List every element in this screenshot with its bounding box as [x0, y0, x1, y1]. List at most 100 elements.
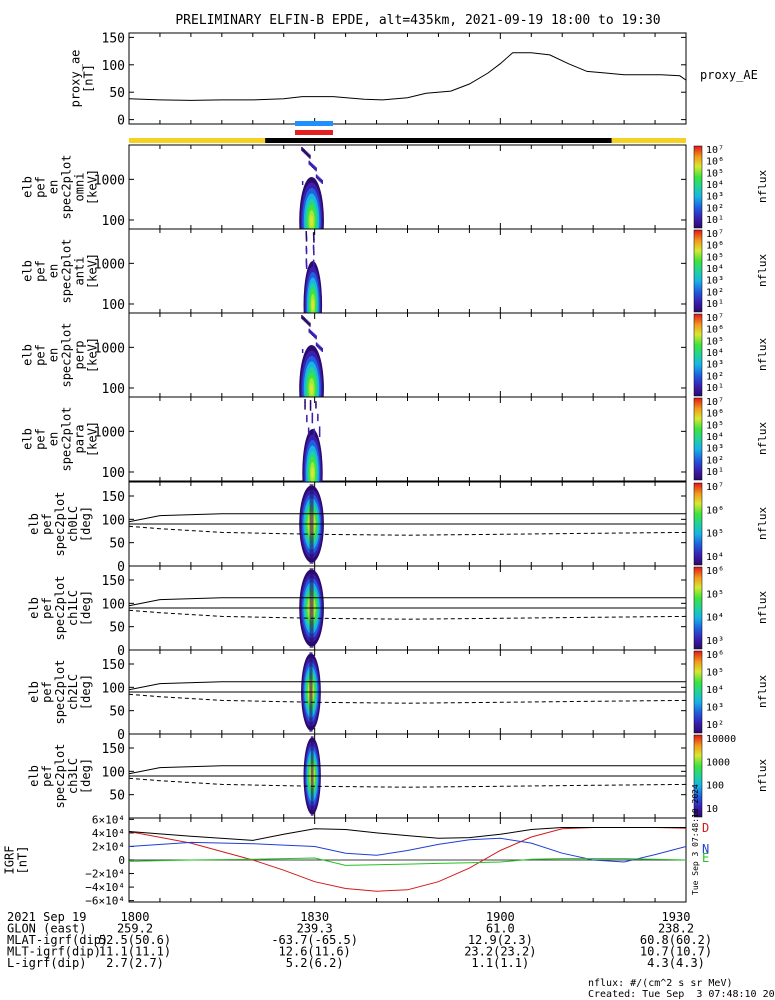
- flux-speckle: [312, 244, 315, 249]
- x-axis-value: 11.1(11.1): [99, 945, 171, 959]
- flux-speckle: [304, 150, 307, 155]
- flux-speckle: [313, 249, 315, 254]
- flux-speckle: [301, 181, 304, 185]
- colorbar-tick-label: 10⁶: [706, 157, 724, 168]
- colorbar: [693, 734, 703, 818]
- y-tick-label: 1000: [94, 257, 125, 272]
- creation-side-text: Tue Sep 3 07:48:10 2024: [691, 784, 700, 895]
- flux-speckle: [308, 321, 310, 326]
- flux-speckle: [318, 429, 321, 434]
- flux-speckle: [316, 343, 319, 348]
- flux-speckle: [309, 154, 311, 159]
- colorbar-tick-label: 1000: [706, 757, 730, 768]
- flux-speckle: [308, 153, 310, 158]
- y-axis-label-line: spec2plot: [53, 491, 67, 556]
- x-axis-value: 1800: [121, 910, 150, 924]
- y-axis-label-line: elb: [27, 681, 41, 703]
- x-axis-value: 1930: [662, 910, 691, 924]
- x-axis-value: 12.9(2.3): [468, 933, 533, 947]
- x-axis-value: -63.7(-65.5): [271, 933, 358, 947]
- flux-speckle: [313, 431, 315, 436]
- colorbar-tick-label: 10⁷: [706, 313, 724, 324]
- science-zone-marker: [295, 130, 333, 135]
- y-tick-label: 150: [102, 658, 125, 673]
- y-tick-label: 0: [117, 560, 125, 575]
- flux-speckle: [316, 175, 319, 180]
- flux-speckle: [320, 346, 322, 351]
- y-axis-label-line: spec2plot: [53, 659, 67, 724]
- colorbar-tick-label: 10⁵: [706, 336, 724, 347]
- colorbar-tick-label: 10⁶: [706, 505, 724, 516]
- colorbar-tick-label: 10⁵: [706, 589, 724, 600]
- colorbar-tick-label: 10⁵: [706, 252, 724, 263]
- flux-speckle: [311, 164, 314, 168]
- y-tick-label: 0: [118, 854, 125, 867]
- colorbar-label: nflux: [756, 338, 769, 371]
- flux-speckle: [302, 316, 304, 321]
- colorbar-label: nflux: [756, 170, 769, 203]
- colorbar-tick-label: 10¹: [706, 215, 724, 226]
- colorbar-tick-label: 10⁴: [706, 348, 724, 359]
- flux-speckle: [313, 333, 315, 338]
- flux-speckle: [321, 347, 323, 352]
- y-tick-label: 150: [102, 574, 125, 589]
- flux-speckle: [311, 419, 314, 424]
- flux-speckle: [313, 428, 315, 433]
- flux-speckle: [313, 165, 315, 170]
- colorbar-tick-label: 10²: [706, 455, 724, 466]
- x-axis-row-label: MLT-igrf(dip): [7, 945, 101, 959]
- colorbar-tick-label: 10¹: [706, 383, 724, 394]
- flux-speckle: [313, 251, 315, 256]
- y-tick-label: 50: [109, 705, 125, 720]
- colorbar-tick-label: 10³: [706, 192, 724, 203]
- panel-frame: [128, 228, 687, 314]
- y-tick-label: 150: [102, 31, 125, 46]
- flux-speckle: [311, 412, 314, 417]
- flux-speckle: [313, 236, 315, 241]
- y-axis-label-line: ch1LC: [66, 590, 80, 626]
- y-axis-label-line: elb: [21, 344, 35, 366]
- colorbar: [693, 566, 703, 650]
- flux-speckle: [305, 265, 308, 269]
- x-axis-value: 259.2: [117, 922, 153, 936]
- loss-cone-line: [128, 681, 686, 691]
- flux-speckle: [313, 263, 315, 268]
- x-axis-value: 5.2(6.2): [286, 956, 344, 970]
- colorbar-tick-label: 10⁴: [706, 552, 724, 563]
- sunlight-indicator: [129, 121, 686, 143]
- colorbar-label: nflux: [756, 759, 769, 792]
- x-axis-row-label: L-igrf(dip): [7, 956, 86, 970]
- y-axis-label-line: ch3LC: [66, 758, 80, 794]
- y-axis-label-line: pef: [34, 260, 48, 282]
- y-tick-label: 2×10⁴: [92, 840, 125, 853]
- colorbar-tick-label: 10¹: [706, 299, 724, 310]
- y-axis-label-line: anti: [73, 257, 87, 286]
- flux-speckle: [310, 330, 313, 335]
- y-tick-label: −6×10⁴: [85, 895, 125, 908]
- flux-speckle: [312, 259, 315, 264]
- y-axis-label-line: spec2plot: [60, 322, 74, 387]
- igrf-legend-entry: E: [702, 851, 709, 865]
- flux-speckle: [318, 426, 321, 431]
- y-tick-label: −4×10⁴: [85, 881, 125, 894]
- loss-cone-line: [128, 765, 686, 775]
- colorbar-tick-label: 10⁵: [706, 668, 724, 679]
- y-axis-label-line: spec2plot: [53, 575, 67, 640]
- y-tick-label: 100: [102, 466, 125, 481]
- y-tick-label: 100: [102, 59, 125, 74]
- x-axis-value: 238.2: [658, 922, 694, 936]
- colorbar: [693, 482, 703, 566]
- flux-speckle: [301, 315, 303, 319]
- y-axis-label-line: [nT]: [16, 846, 30, 875]
- y-axis-label-line: pef: [34, 428, 48, 450]
- colorbar-label: nflux: [756, 507, 769, 540]
- colorbar-tick-label: 10²: [706, 720, 724, 731]
- y-axis-label-line: para: [73, 425, 87, 454]
- y-tick-label: 1000: [94, 173, 125, 188]
- flux-speckle: [309, 403, 312, 408]
- flux-contour: [311, 467, 314, 479]
- x-axis-value: 4.3(4.3): [647, 956, 705, 970]
- y-tick-label: −2×10⁴: [85, 868, 125, 881]
- colorbar-tick-label: 100: [706, 781, 724, 792]
